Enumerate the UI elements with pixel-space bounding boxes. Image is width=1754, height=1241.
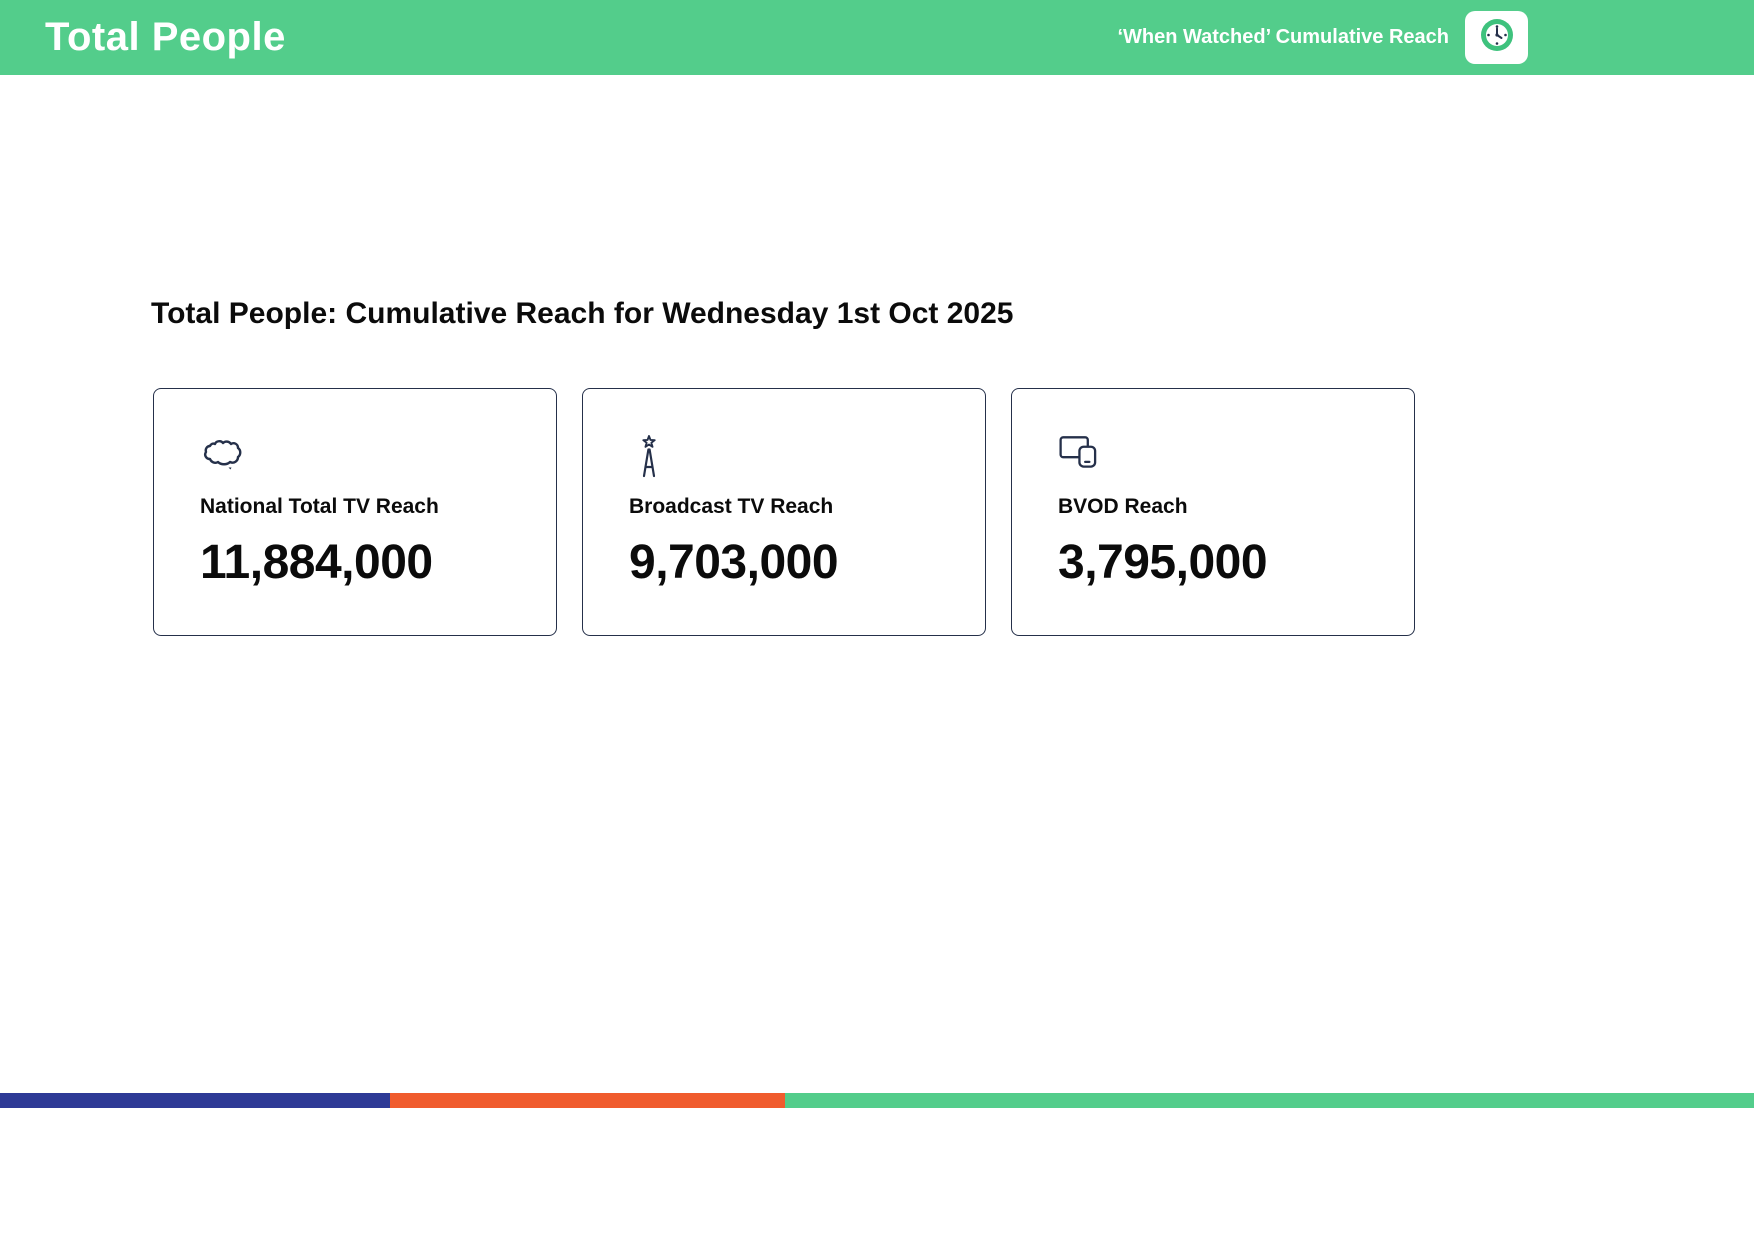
clock-icon [1478,16,1516,59]
kpi-card-value: 3,795,000 [1058,536,1268,589]
kpi-card-value: 9,703,000 [629,536,839,589]
australia-map-icon [200,433,510,479]
kpi-card-broadcast-tv: Broadcast TV Reach 9,703,000 [582,388,986,636]
kpi-card-value: 11,884,000 [200,536,433,589]
page-title: Total People [45,15,286,59]
kpi-card-label: National Total TV Reach [200,495,439,518]
kpi-cards-row: National Total TV Reach 11,884,000 Broad… [153,388,1415,636]
clock-badge [1465,11,1528,64]
main-heading: Total People: Cumulative Reach for Wedne… [151,297,1014,330]
footer-segment-orange [390,1093,786,1108]
footer-segment-green [785,1093,1754,1108]
header-right-group: ‘When Watched’ Cumulative Reach [1117,0,1528,75]
header-tagline: ‘When Watched’ Cumulative Reach [1117,26,1449,48]
kpi-card-national-total-tv: National Total TV Reach 11,884,000 [153,388,557,636]
footer-segment-blue [0,1093,391,1108]
kpi-card-label: Broadcast TV Reach [629,495,834,518]
header-bar: Total People ‘When Watched’ Cumulative R… [0,0,1754,75]
devices-icon [1058,433,1368,479]
kpi-card-label: BVOD Reach [1058,495,1188,518]
kpi-card-bvod: BVOD Reach 3,795,000 [1011,388,1415,636]
footer-color-strip [0,1093,1754,1108]
broadcast-tower-icon [629,433,939,479]
